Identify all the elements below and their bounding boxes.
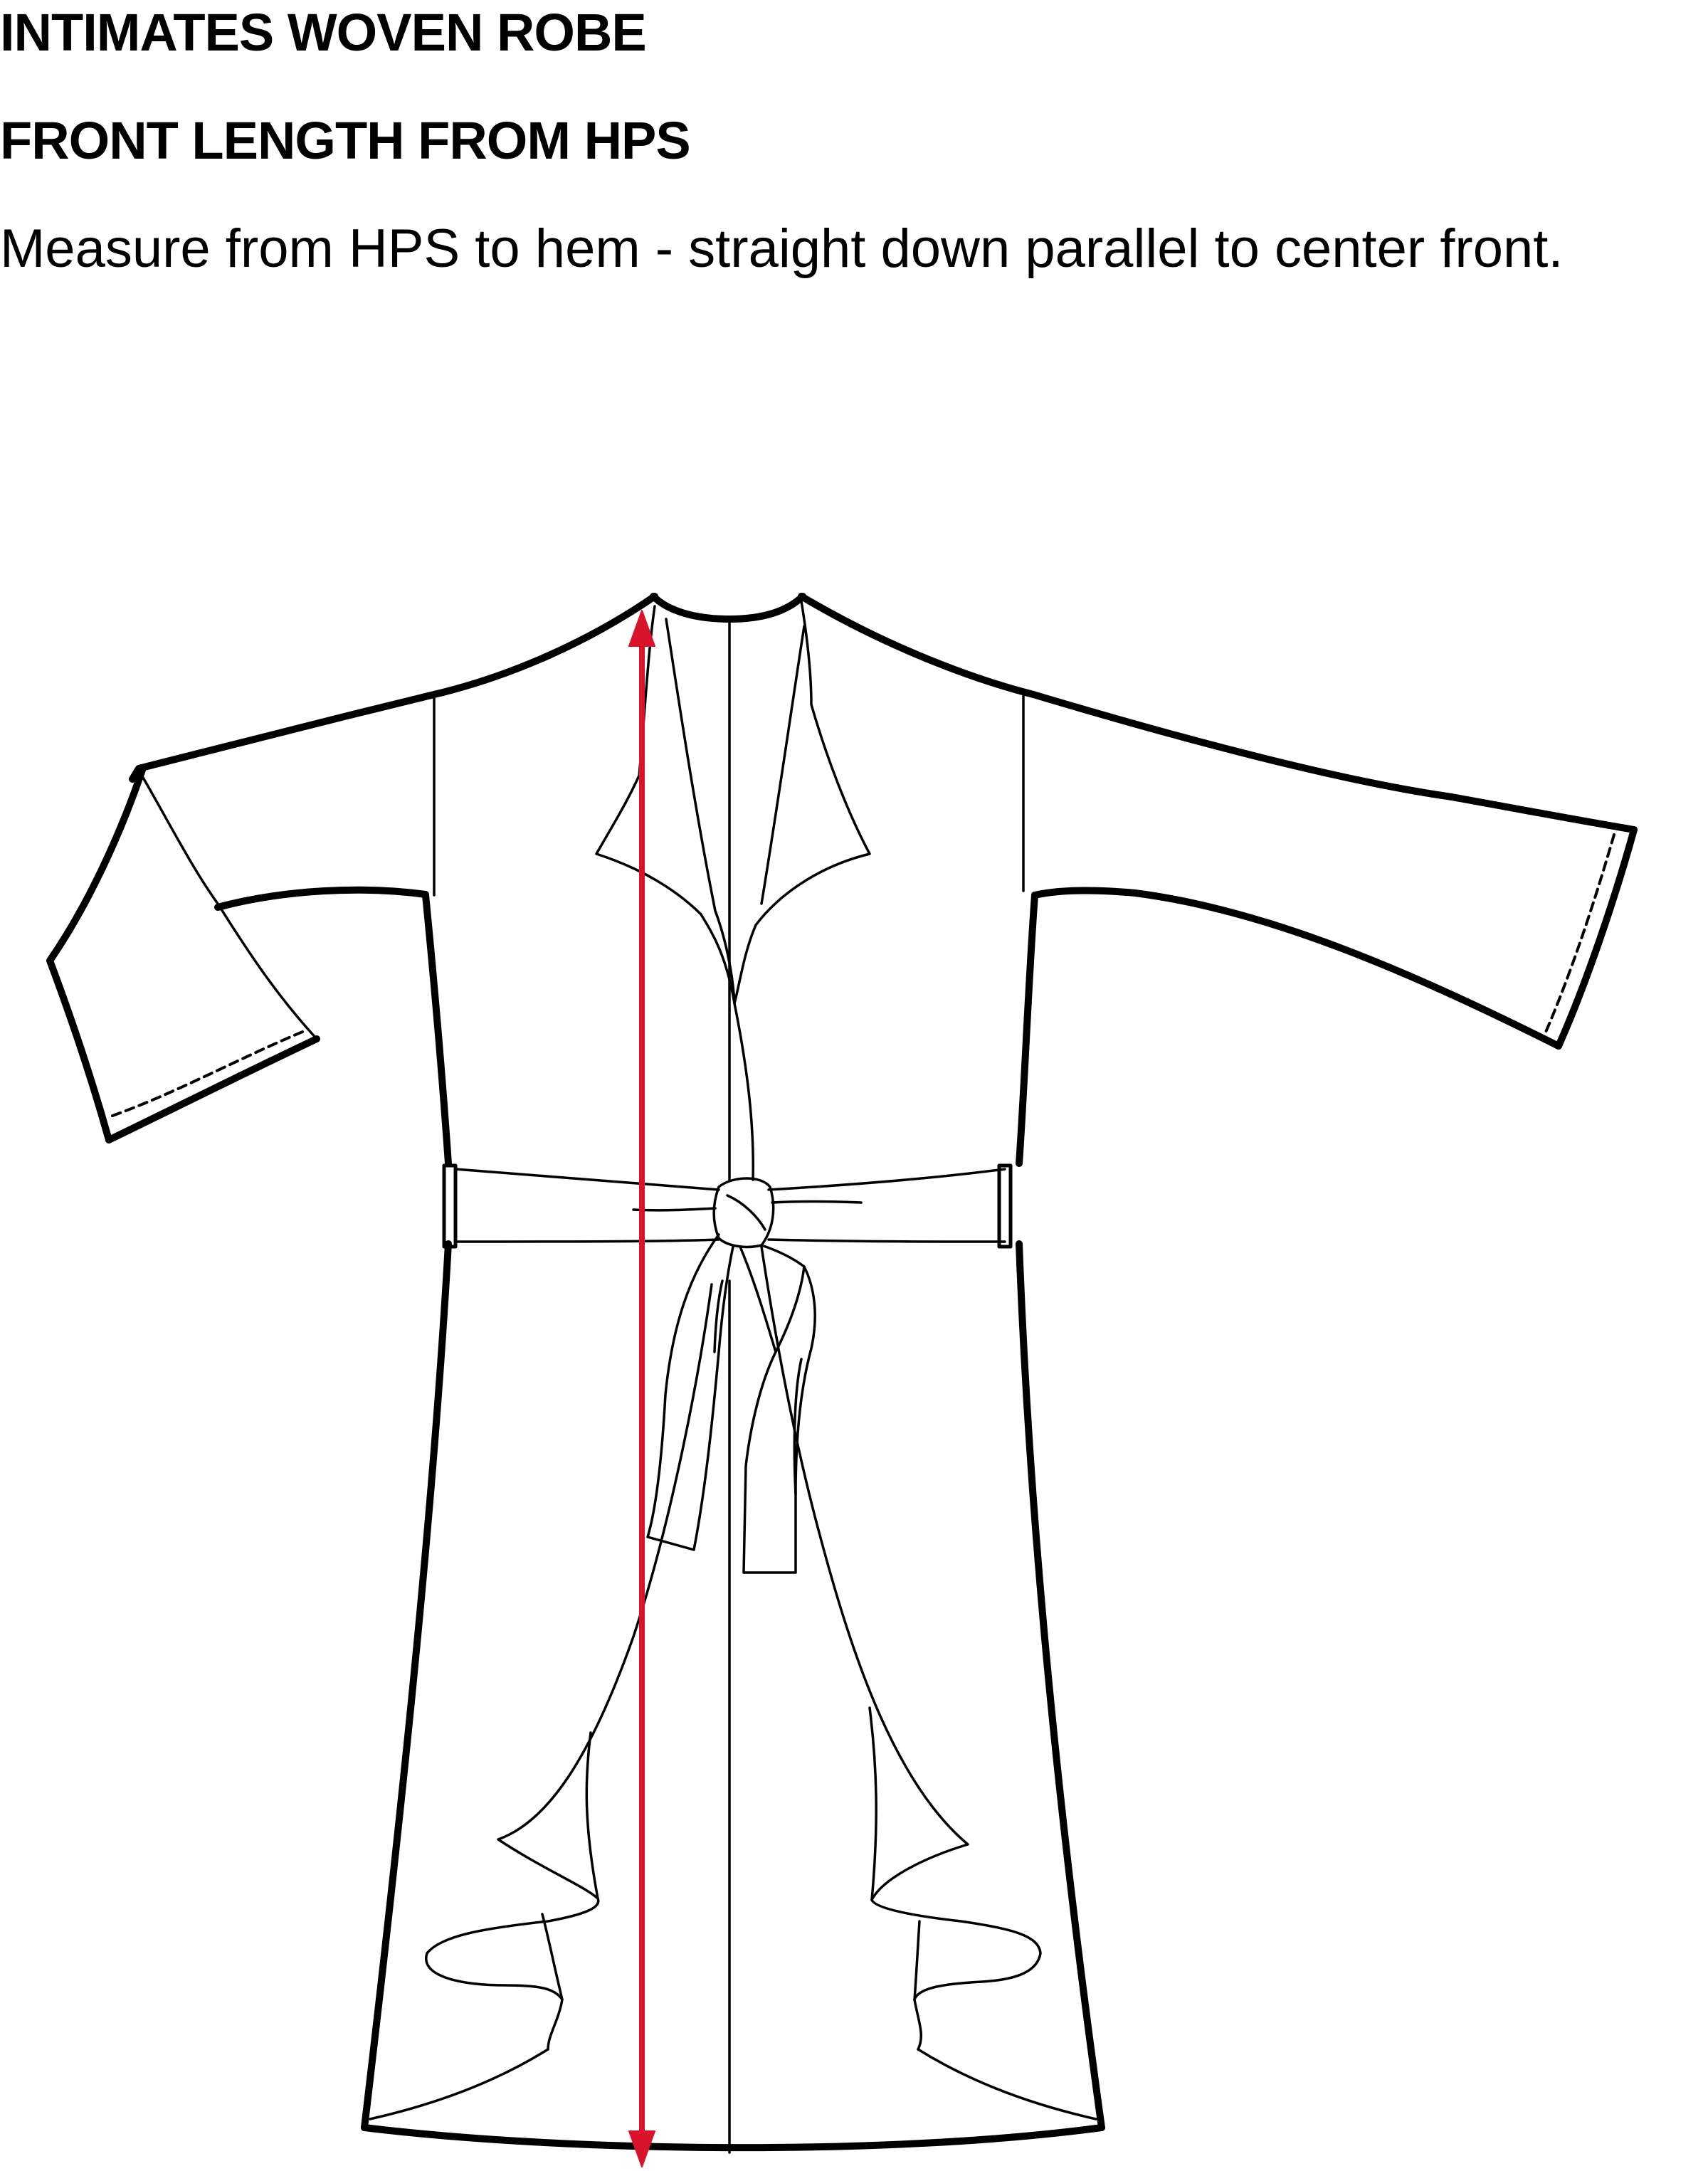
shoulders-and-neck xyxy=(431,593,1037,698)
measurement-instruction: Measure from HPS to hem - straight down … xyxy=(0,218,1564,279)
left-sleeve xyxy=(46,691,438,1143)
front-ruffles xyxy=(425,1245,1042,2051)
lapels-and-center-front xyxy=(595,600,871,2154)
belt xyxy=(442,1163,1013,1574)
page-title: INTIMATES WOVEN ROBE xyxy=(0,3,647,62)
right-sleeve xyxy=(1030,691,1638,1050)
front-length-measurement-arrow xyxy=(628,610,655,2167)
robe-body xyxy=(361,693,1105,2152)
measurement-name: FRONT LENGTH FROM HPS xyxy=(0,111,691,170)
